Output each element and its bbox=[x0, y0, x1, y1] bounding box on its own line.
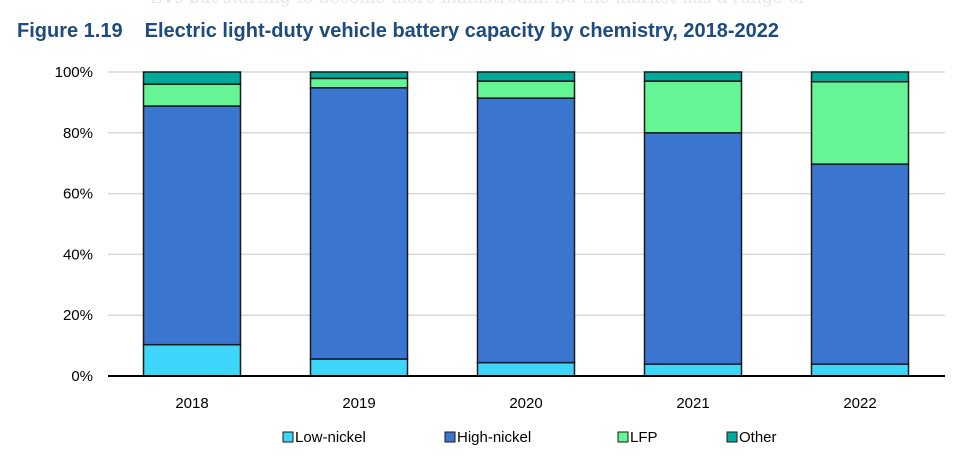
bar-segment-other bbox=[309, 71, 409, 80]
legend-swatch bbox=[282, 431, 294, 443]
x-tick-label: 2019 bbox=[342, 395, 375, 412]
bar-segment-other bbox=[810, 71, 910, 83]
bar-segment-lfp bbox=[643, 80, 743, 134]
legend-label: High-nickel bbox=[457, 429, 531, 446]
bar-segment-low-nickel bbox=[142, 343, 242, 377]
bar-segment-high-nickel bbox=[643, 132, 743, 365]
y-tick-label: 80% bbox=[63, 125, 93, 142]
legend-label: Other bbox=[739, 429, 777, 446]
background-text: EVs but starting to become more mainstre… bbox=[150, 0, 805, 8]
bar-segment-low-nickel bbox=[309, 358, 409, 377]
x-tick-label: 2022 bbox=[843, 395, 876, 412]
bar-segment-low-nickel bbox=[643, 363, 743, 377]
y-tick-label: 40% bbox=[63, 246, 93, 263]
x-tick-label: 2020 bbox=[509, 395, 542, 412]
bar-segment-low-nickel bbox=[476, 361, 576, 377]
bar-segment-low-nickel bbox=[810, 363, 910, 377]
legend-swatch bbox=[617, 431, 629, 443]
bar-segment-lfp bbox=[810, 80, 910, 165]
bar-segment-lfp bbox=[309, 77, 409, 89]
figure-title: Figure 1.19 Electric light-duty vehicle b… bbox=[17, 20, 779, 43]
legend-label: Low-nickel bbox=[295, 429, 366, 446]
bar-segment-other bbox=[476, 71, 576, 82]
x-tick-label: 2018 bbox=[175, 395, 208, 412]
y-tick-label: 20% bbox=[63, 307, 93, 324]
bar-segment-high-nickel bbox=[476, 97, 576, 364]
bar-segment-high-nickel bbox=[142, 105, 242, 346]
legend-swatch bbox=[726, 431, 738, 443]
bar-segment-high-nickel bbox=[309, 87, 409, 360]
legend-swatch bbox=[444, 431, 456, 443]
y-tick-label: 60% bbox=[63, 186, 93, 203]
bar-segment-high-nickel bbox=[810, 163, 910, 365]
legend-label: LFP bbox=[630, 429, 658, 446]
bar-segment-other bbox=[643, 71, 743, 82]
bar-segment-other bbox=[142, 71, 242, 85]
bar-segment-lfp bbox=[476, 80, 576, 99]
y-tick-label: 0% bbox=[71, 368, 93, 385]
figure-number: Figure 1.19 bbox=[17, 20, 123, 42]
figure-title-text: Electric light-duty vehicle battery capa… bbox=[144, 20, 779, 42]
y-tick-label: 100% bbox=[55, 64, 93, 81]
bar-segment-lfp bbox=[142, 83, 242, 107]
x-tick-label: 2021 bbox=[676, 395, 709, 412]
